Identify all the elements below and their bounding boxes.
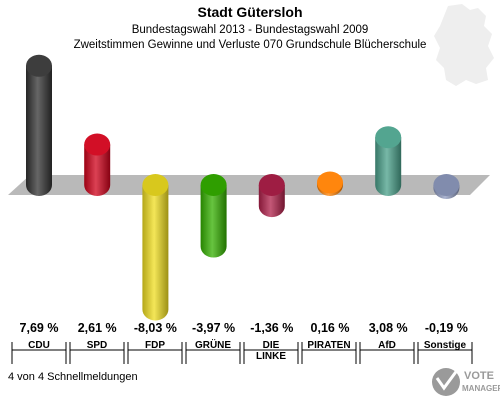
value-label: -8,03 % [134,321,177,335]
category-label: CDU [28,340,50,351]
category-label: Sonstige [424,340,467,351]
category-label: SPD [87,340,108,351]
category-label: FDP [145,340,165,351]
value-label: 3,08 % [369,321,408,335]
svg-text:VOTE: VOTE [464,370,494,382]
category-label: GRÜNE [195,338,231,351]
category-label: AfD [378,340,396,351]
footnote: 4 von 4 Schnellmeldungen [8,371,138,383]
bar-piraten [317,171,343,196]
bar-cdu [26,54,52,197]
bar-gruene [200,174,227,258]
germany-map-icon [434,4,494,86]
value-label: 7,69 % [20,321,59,335]
value-label: -3,97 % [192,321,235,335]
bar-spd [84,133,111,196]
value-label: -0,19 % [425,321,468,335]
bar-die-linke [258,174,285,218]
value-label: 2,61 % [78,321,117,335]
bars-group [26,54,460,321]
vote-manager-logo: VOTE MANAGER [432,368,500,396]
baseline-band [8,175,490,195]
value-label: -1,36 % [250,321,293,335]
chart-title: Stadt Gütersloh [197,4,302,20]
bar-sonstige [433,174,460,199]
category-label: DIE [263,340,280,351]
chart-subtitle-2: Zweitstimmen Gewinne und Verluste 070 Gr… [74,39,427,51]
category-label: PIRATEN [307,340,350,351]
svg-text:MANAGER: MANAGER [462,384,500,393]
bar-afd [375,126,402,196]
category-label: LINKE [256,351,286,362]
bar-fdp [142,174,169,321]
value-label: 0,16 % [311,321,350,335]
value-labels-group: 7,69 % 2,61 % -8,03 % -3,97 % -1,36 % 0,16 % 3… [20,321,468,335]
chart-subtitle-1: Bundestagswahl 2013 - Bundestagswahl 200… [132,24,369,36]
